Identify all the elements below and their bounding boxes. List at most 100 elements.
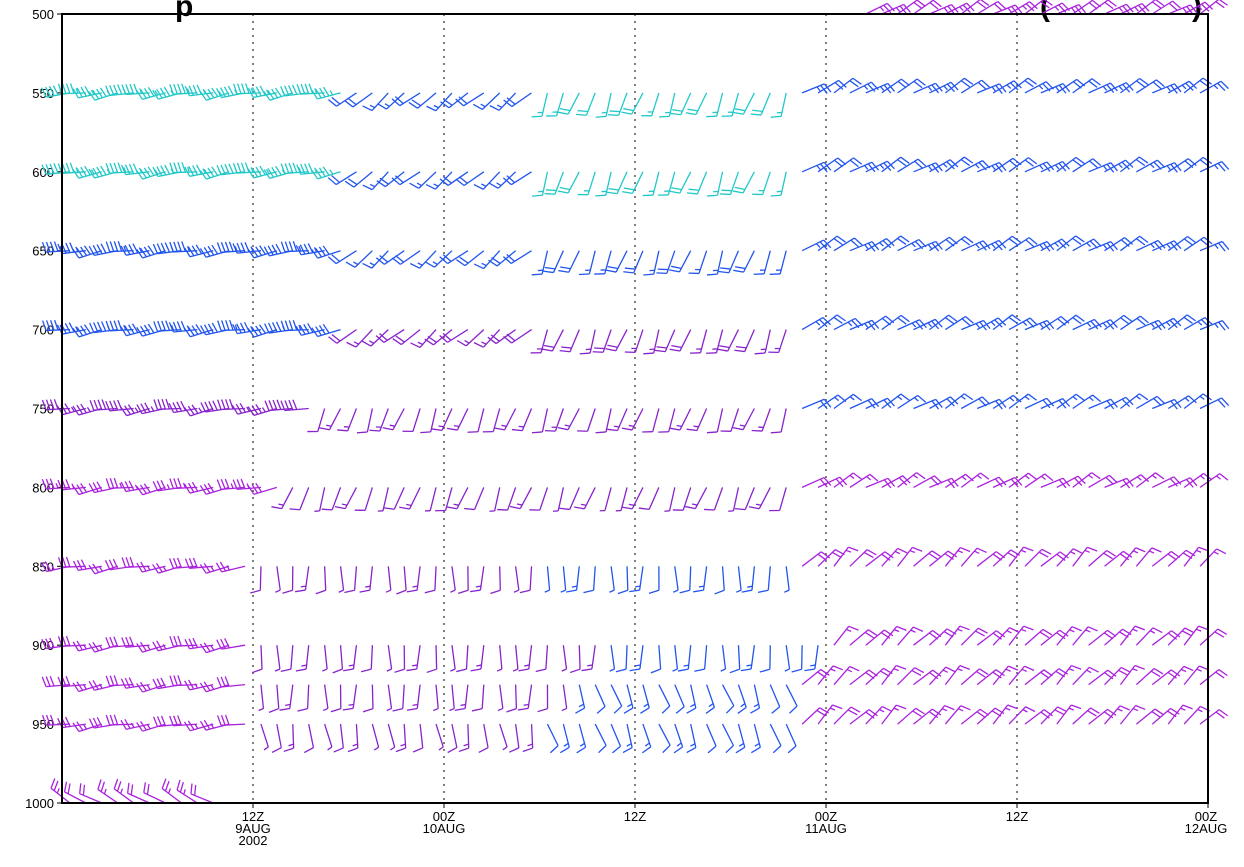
wind-barb-feather bbox=[545, 189, 557, 192]
wind-barb-feather bbox=[491, 257, 501, 264]
wind-barb bbox=[396, 566, 407, 595]
wind-barb-feather bbox=[1217, 82, 1226, 91]
wind-barb-feather bbox=[173, 83, 178, 95]
wind-barb bbox=[184, 481, 214, 494]
wind-barb-feather bbox=[217, 320, 222, 331]
wind-barb-feather bbox=[45, 638, 51, 649]
wind-barb-shaft bbox=[610, 566, 615, 591]
wind-barb-half-feather bbox=[1039, 244, 1044, 250]
wind-barb-shaft bbox=[463, 92, 485, 107]
wind-barb-half-feather bbox=[453, 424, 460, 428]
wind-barb bbox=[1056, 393, 1085, 410]
wind-barb-shaft bbox=[750, 645, 756, 670]
wind-barb-feather bbox=[1089, 160, 1098, 169]
wind-barb-feather bbox=[299, 244, 306, 255]
wind-barb-shaft bbox=[801, 316, 824, 331]
wind-barb-feather bbox=[128, 677, 135, 688]
wind-barb-feather bbox=[173, 241, 178, 252]
wind-barb bbox=[624, 329, 644, 353]
wind-barb-feather bbox=[169, 675, 174, 686]
wind-barb-feather bbox=[251, 405, 259, 415]
wind-barb-feather bbox=[607, 344, 618, 348]
wind-barb bbox=[817, 157, 847, 173]
wind-barb-shaft bbox=[323, 645, 328, 670]
wind-barb bbox=[200, 322, 230, 336]
wind-barb bbox=[343, 645, 358, 672]
wind-barb bbox=[311, 323, 341, 338]
wind-barb-half-feather bbox=[400, 743, 406, 747]
wind-barb-feather bbox=[1057, 240, 1067, 249]
wind-barb-feather bbox=[472, 103, 483, 111]
wind-barb-feather bbox=[823, 83, 832, 93]
wind-barb-feather bbox=[41, 638, 47, 649]
wind-barb-feather bbox=[837, 157, 847, 165]
wind-barb-feather bbox=[271, 167, 278, 177]
wind-barb-feather bbox=[406, 589, 418, 593]
wind-barb-feather bbox=[136, 170, 144, 180]
wind-barb bbox=[1040, 83, 1071, 94]
wind-barb-feather bbox=[1151, 547, 1162, 553]
wind-barb-half-feather bbox=[846, 668, 853, 673]
wind-barb-feather bbox=[207, 88, 215, 99]
wind-barb-feather bbox=[199, 720, 207, 731]
x-tick-label: 00Z bbox=[815, 809, 837, 824]
wind-barb-half-feather bbox=[810, 664, 816, 667]
wind-barb-feather bbox=[177, 478, 182, 489]
wind-barb-feather bbox=[574, 506, 585, 510]
wind-barb-feather bbox=[125, 636, 131, 648]
wind-barb-feather bbox=[1122, 550, 1133, 558]
wind-barb bbox=[669, 250, 692, 273]
wind-barb bbox=[455, 171, 485, 187]
wind-barb-feather bbox=[80, 483, 88, 493]
wind-barb-feather bbox=[220, 164, 226, 175]
wind-barb-feather bbox=[471, 707, 483, 712]
wind-barb-feather bbox=[92, 245, 99, 255]
wind-barb-feather bbox=[191, 481, 199, 492]
wind-barb-half-feather bbox=[285, 703, 291, 707]
wind-barb-feather bbox=[818, 319, 828, 328]
wind-barb-half-feather bbox=[975, 243, 980, 249]
wind-barb-feather bbox=[322, 86, 330, 97]
wind-barb-half-feather bbox=[879, 86, 885, 92]
wind-barb bbox=[295, 645, 310, 672]
wind-barb-feather bbox=[233, 83, 238, 94]
wind-barb-feather bbox=[109, 85, 115, 96]
wind-barb-feather bbox=[754, 352, 766, 355]
wind-barb-feather bbox=[211, 244, 219, 255]
wind-barb-half-feather bbox=[194, 723, 199, 729]
wind-barb-feather bbox=[832, 665, 843, 671]
wind-barb-shaft bbox=[769, 684, 781, 707]
wind-barb bbox=[881, 704, 907, 725]
wind-barb-half-feather bbox=[1132, 628, 1138, 632]
wind-barb-feather bbox=[187, 720, 195, 730]
wind-barb-feather bbox=[113, 84, 119, 95]
wind-barb bbox=[1199, 628, 1228, 646]
wind-barb-feather bbox=[446, 506, 458, 510]
wind-barb-feather bbox=[1054, 709, 1065, 716]
wind-barb bbox=[247, 482, 278, 495]
wind-barb-feather bbox=[706, 431, 718, 434]
wind-barb bbox=[1119, 704, 1146, 725]
wind-barb-feather bbox=[88, 245, 95, 256]
wind-barb-shaft bbox=[529, 566, 533, 591]
wind-barb-feather bbox=[177, 715, 182, 726]
wind-barb-feather bbox=[720, 267, 731, 270]
wind-barb-feather bbox=[251, 668, 263, 674]
wind-barb-half-feather bbox=[368, 340, 375, 344]
wind-barb-feather bbox=[220, 638, 226, 649]
wind-barb bbox=[1088, 708, 1117, 725]
wind-barb-feather bbox=[706, 273, 718, 276]
wind-barb-shaft bbox=[1040, 706, 1059, 725]
wind-barb-feather bbox=[224, 478, 230, 489]
wind-barb bbox=[897, 319, 927, 331]
wind-barb-feather bbox=[76, 87, 83, 98]
wind-barb-feather bbox=[737, 706, 747, 714]
wind-barb-feather bbox=[566, 589, 577, 593]
wind-barb-shaft bbox=[651, 92, 660, 116]
wind-barb bbox=[152, 242, 182, 255]
wind-barb-feather bbox=[949, 396, 959, 405]
wind-barb-feather bbox=[1110, 82, 1118, 92]
wind-barb-feather bbox=[68, 322, 75, 333]
wind-barb bbox=[759, 645, 771, 673]
